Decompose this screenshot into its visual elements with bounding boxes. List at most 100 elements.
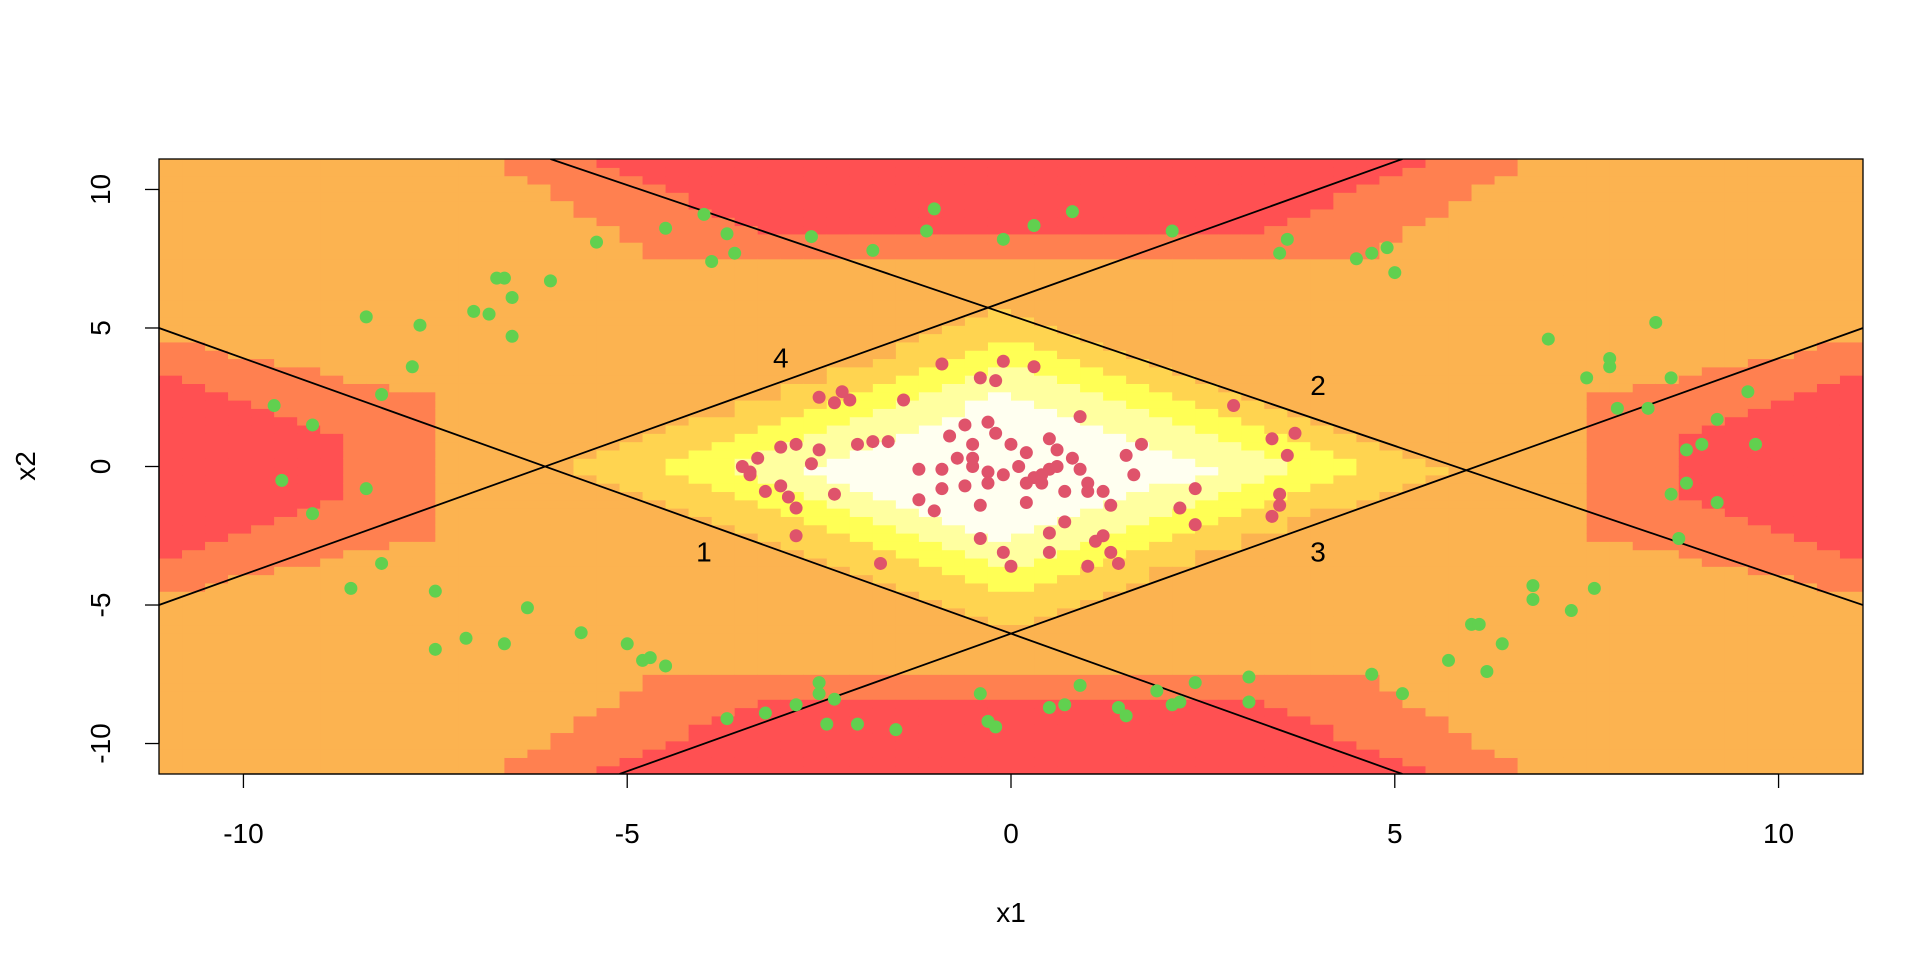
- heatmap-cell: [1471, 541, 1496, 551]
- heatmap-cell: [711, 665, 736, 675]
- heatmap-cell: [665, 458, 690, 468]
- heatmap-cell: [849, 607, 874, 617]
- heatmap-cell: [1563, 208, 1588, 218]
- heatmap-cell: [895, 516, 920, 526]
- heatmap-cell: [803, 657, 828, 667]
- heatmap-cell: [550, 283, 575, 293]
- heatmap-cell: [642, 599, 667, 609]
- heatmap-cell: [1333, 283, 1358, 293]
- heatmap-cell: [297, 474, 321, 484]
- heatmap-cell: [987, 175, 1012, 185]
- heatmap-cell: [1563, 325, 1588, 335]
- heatmap-cell: [987, 641, 1012, 650]
- heatmap-cell: [205, 657, 229, 667]
- heatmap-cell: [1287, 242, 1311, 252]
- heatmap-cell: [274, 358, 298, 368]
- heatmap-cell: [642, 167, 667, 177]
- heatmap-cell: [1034, 208, 1058, 218]
- heatmap-cell: [1379, 607, 1404, 617]
- heatmap-cell: [389, 491, 413, 501]
- heatmap-cell: [1149, 740, 1173, 750]
- heatmap-cell: [1264, 765, 1288, 774]
- heatmap-cell: [849, 641, 874, 650]
- heatmap-cell: [504, 524, 529, 534]
- heatmap-cell: [1034, 242, 1058, 252]
- heatmap-cell: [297, 607, 321, 617]
- heatmap-cell: [1609, 699, 1634, 709]
- heatmap-cell: [895, 316, 920, 326]
- heatmap-cell: [1287, 757, 1311, 767]
- heatmap-cell: [435, 308, 459, 318]
- heatmap-cell: [205, 208, 229, 218]
- heatmap-cell: [159, 508, 183, 517]
- heatmap-cell: [550, 732, 575, 742]
- heatmap-cell: [1494, 557, 1519, 567]
- heatmap-cell: [895, 308, 920, 318]
- heatmap-cell: [573, 383, 598, 393]
- heatmap-cell: [1103, 491, 1127, 501]
- heatmap-cell: [550, 433, 575, 443]
- heatmap-cell: [182, 632, 206, 642]
- heatmap-cell: [1425, 350, 1450, 360]
- heatmap-cell: [872, 391, 897, 401]
- heatmap-cell: [481, 541, 506, 551]
- heatmap-cell: [320, 499, 344, 509]
- heatmap-cell: [1678, 325, 1703, 335]
- heatmap-cell: [895, 740, 920, 750]
- heatmap-cell: [1632, 375, 1657, 384]
- heatmap-cell: [205, 375, 229, 384]
- heatmap-cell: [228, 291, 252, 301]
- heatmap-cell: [780, 325, 805, 335]
- heatmap-cell: [205, 624, 229, 634]
- heatmap-cell: [1011, 532, 1035, 542]
- heatmap-cell: [366, 400, 390, 409]
- heatmap-cell: [550, 175, 575, 185]
- heatmap-cell: [274, 391, 298, 401]
- heatmap-cell: [1034, 624, 1058, 634]
- heatmap-cell: [619, 657, 644, 667]
- heatmap-cell: [1356, 242, 1381, 252]
- heatmap-cell: [481, 449, 506, 459]
- heatmap-cell: [412, 441, 436, 451]
- heatmap-cell: [688, 532, 713, 542]
- heatmap-cell: [412, 491, 436, 501]
- heatmap-cell: [1701, 607, 1726, 617]
- heatmap-cell: [1356, 557, 1381, 567]
- heatmap-cell: [1494, 358, 1519, 368]
- heatmap-cell: [596, 499, 621, 509]
- heatmap-cell: [1494, 291, 1519, 301]
- heatmap-cell: [964, 508, 989, 517]
- heatmap-cell: [159, 582, 183, 592]
- heatmap-cell: [849, 291, 874, 301]
- heatmap-cell: [205, 408, 229, 418]
- heatmap-cell: [849, 707, 874, 717]
- heatmap-cell: [1609, 749, 1634, 758]
- heatmap-cell: [1632, 483, 1657, 493]
- heatmap-cell: [527, 316, 552, 326]
- heatmap-cell: [964, 233, 989, 243]
- heatmap-cell: [1655, 649, 1680, 659]
- heatmap-cell: [1494, 183, 1519, 193]
- heatmap-cell: [711, 582, 736, 592]
- heatmap-cell: [1034, 400, 1058, 409]
- heatmap-cell: [366, 574, 390, 584]
- heatmap-cell: [274, 333, 298, 343]
- heatmap-cell: [1678, 699, 1703, 709]
- heatmap-cell: [1494, 574, 1519, 584]
- heatmap-cell: [412, 690, 436, 700]
- heatmap-cell: [1149, 283, 1173, 293]
- heatmap-cell: [1057, 765, 1081, 774]
- heatmap-cell: [711, 350, 736, 360]
- heatmap-cell: [297, 217, 321, 227]
- heatmap-cell: [1425, 582, 1450, 592]
- heatmap-cell: [665, 607, 690, 617]
- heatmap-cell: [366, 250, 390, 260]
- heatmap-cell: [573, 765, 598, 774]
- heatmap-cell: [320, 707, 344, 717]
- heatmap-cell: [1287, 333, 1311, 343]
- heatmap-cell: [251, 167, 275, 177]
- heatmap-cell: [504, 715, 529, 725]
- heatmap-cell: [688, 566, 713, 576]
- heatmap-cell: [504, 316, 529, 326]
- heatmap-cell: [1701, 557, 1726, 567]
